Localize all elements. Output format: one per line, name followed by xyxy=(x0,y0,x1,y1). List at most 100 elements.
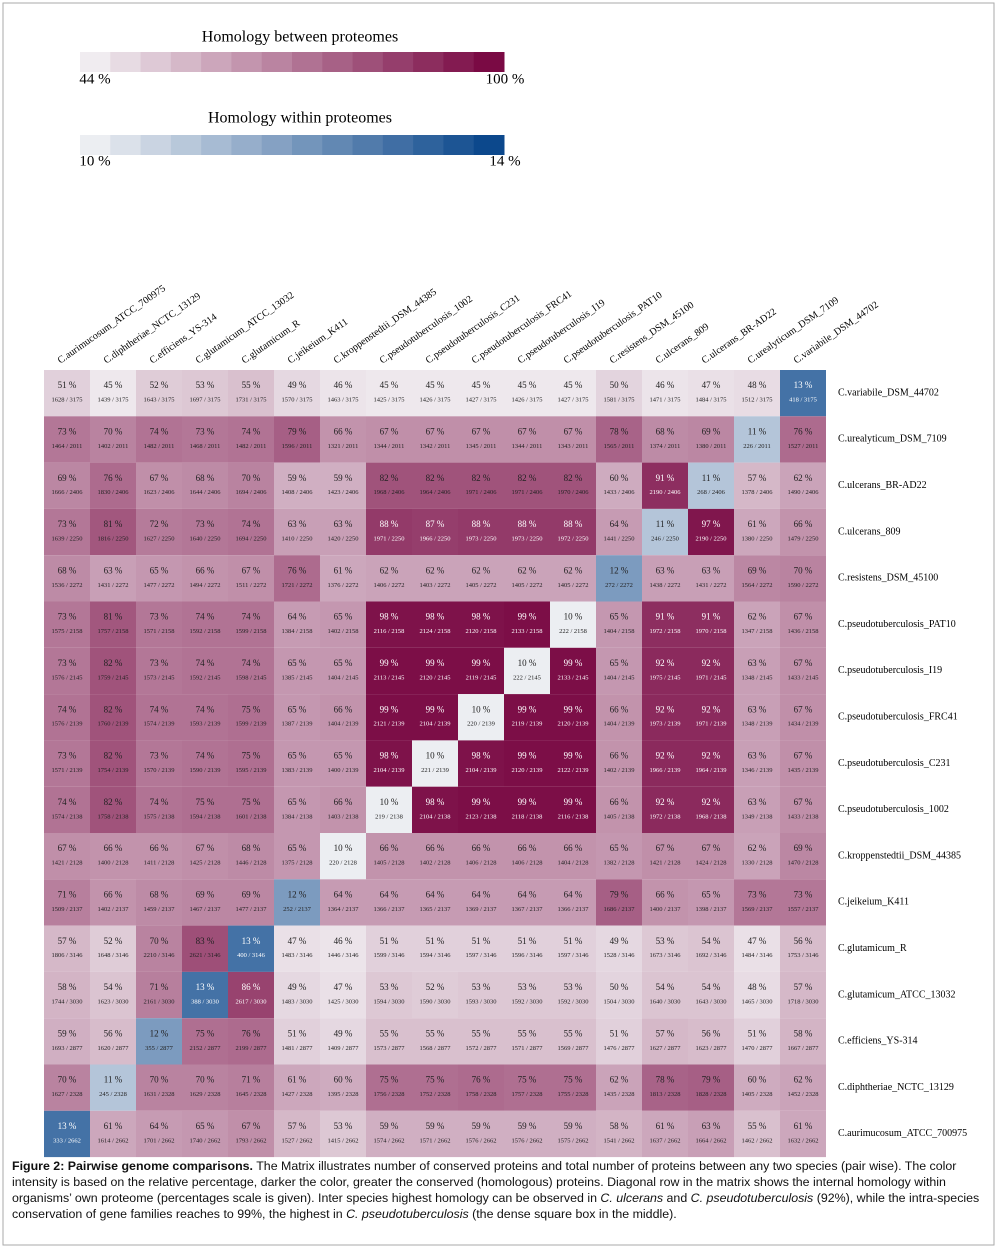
cell-count: 1631 / 2328 xyxy=(143,1091,174,1098)
cell-percent: 74 % xyxy=(58,704,77,714)
cell-percent: 47 % xyxy=(748,936,767,946)
cell-count: 1484 / 3146 xyxy=(741,952,773,959)
cell-count: 1476 / 2877 xyxy=(603,1045,635,1052)
cell xyxy=(274,1110,320,1158)
cell-percent: 49 % xyxy=(610,936,629,946)
cell-count: 1467 / 2137 xyxy=(189,906,221,913)
cell-percent: 69 % xyxy=(196,890,215,900)
cell-percent: 76 % xyxy=(794,427,813,437)
cell-percent: 73 % xyxy=(58,612,77,622)
cell xyxy=(504,647,550,695)
legend-swatch xyxy=(261,52,293,72)
cell xyxy=(412,508,458,556)
cell xyxy=(182,555,228,602)
cell-count: 1593 / 2139 xyxy=(189,721,220,728)
cell xyxy=(90,1110,136,1158)
cell-count: 1512 / 3175 xyxy=(741,397,772,404)
cell xyxy=(688,462,734,509)
cell xyxy=(780,694,826,741)
cell xyxy=(366,462,412,509)
cell-percent: 74 % xyxy=(196,704,215,714)
cell xyxy=(182,647,228,695)
cell-percent: 65 % xyxy=(610,658,629,668)
cell xyxy=(274,879,320,926)
cell-percent: 67 % xyxy=(150,473,169,483)
cell-count: 1576 / 2662 xyxy=(465,1137,496,1144)
cell-count: 1576 / 2662 xyxy=(511,1137,542,1144)
cell-count: 268 / 2406 xyxy=(697,489,726,496)
cell-percent: 70 % xyxy=(196,1075,215,1085)
cell xyxy=(320,555,366,602)
cell xyxy=(688,1064,734,1111)
cell-count: 1718 / 3030 xyxy=(787,999,818,1006)
cell-percent: 57 % xyxy=(288,1121,307,1131)
cell-count: 1623 / 2406 xyxy=(143,489,175,496)
cell xyxy=(458,971,504,1019)
cell xyxy=(412,1064,458,1111)
cell-percent: 48 % xyxy=(748,982,767,992)
cell-percent: 58 % xyxy=(58,982,77,992)
cell-count: 1528 / 3146 xyxy=(603,952,635,959)
cell-percent: 56 % xyxy=(104,1028,123,1038)
cell-percent: 82 % xyxy=(104,704,123,714)
cell-percent: 66 % xyxy=(610,704,629,714)
cell xyxy=(504,740,550,787)
cell xyxy=(504,508,550,556)
cell-count: 1590 / 2139 xyxy=(189,767,220,774)
cell-count: 1806 / 3146 xyxy=(51,952,83,959)
cell-count: 1975 / 2145 xyxy=(649,674,680,681)
cell-count: 1571 / 2662 xyxy=(419,1137,450,1144)
cell-percent: 67 % xyxy=(380,427,399,437)
cell-count: 1694 / 2250 xyxy=(235,536,266,543)
cell-count: 1494 / 2272 xyxy=(189,582,220,589)
cell xyxy=(228,879,274,926)
cell-percent: 75 % xyxy=(242,704,261,714)
cell-count: 1971 / 2406 xyxy=(511,489,543,496)
cell-count: 1574 / 2138 xyxy=(51,813,82,820)
cell-count: 222 / 2158 xyxy=(559,628,587,635)
cell xyxy=(780,462,826,509)
cell-percent: 67 % xyxy=(242,565,261,575)
cell xyxy=(642,370,688,417)
cell-percent: 13 % xyxy=(58,1121,77,1131)
column-label: C.resistens_DSM_45100 xyxy=(608,300,696,367)
cell-count: 1599 / 2139 xyxy=(235,721,266,728)
legend-swatch xyxy=(170,52,202,72)
cell xyxy=(504,1110,550,1158)
cell xyxy=(780,971,826,1019)
cell xyxy=(688,833,734,880)
legend-swatch xyxy=(292,52,323,72)
cell-percent: 69 % xyxy=(58,473,77,483)
cell-percent: 67 % xyxy=(58,843,77,853)
cell xyxy=(182,416,228,463)
cell-percent: 63 % xyxy=(748,658,767,668)
cell-count: 1402 / 2139 xyxy=(603,767,634,774)
cell xyxy=(320,1064,366,1111)
cell xyxy=(642,555,688,602)
cell-count: 1541 / 2662 xyxy=(603,1137,634,1144)
cell xyxy=(274,601,320,648)
cell-percent: 74 % xyxy=(58,797,77,807)
cell-count: 1459 / 2137 xyxy=(143,906,175,913)
cell-count: 1452 / 2328 xyxy=(787,1091,818,1098)
cell xyxy=(228,833,274,880)
cell xyxy=(90,370,136,417)
cell xyxy=(274,508,320,556)
cell-count: 1405 / 2128 xyxy=(373,860,404,867)
cell xyxy=(504,925,550,972)
cell xyxy=(458,833,504,880)
cell-count: 1441 / 2250 xyxy=(603,536,634,543)
cell-count: 388 / 3030 xyxy=(191,999,219,1006)
cell-count: 1406 / 2128 xyxy=(511,860,542,867)
cell xyxy=(412,555,458,602)
cell-count: 1757 / 2158 xyxy=(97,628,128,635)
cell-percent: 99 % xyxy=(380,704,399,714)
cell xyxy=(44,508,90,556)
cell-percent: 51 % xyxy=(748,1028,767,1038)
cell-count: 252 / 2137 xyxy=(283,906,312,913)
cell-count: 1756 / 2328 xyxy=(373,1091,404,1098)
cell-count: 1404 / 2139 xyxy=(327,721,358,728)
cell xyxy=(44,1018,90,1065)
cell xyxy=(44,647,90,695)
cell-count: 1673 / 3146 xyxy=(649,952,681,959)
